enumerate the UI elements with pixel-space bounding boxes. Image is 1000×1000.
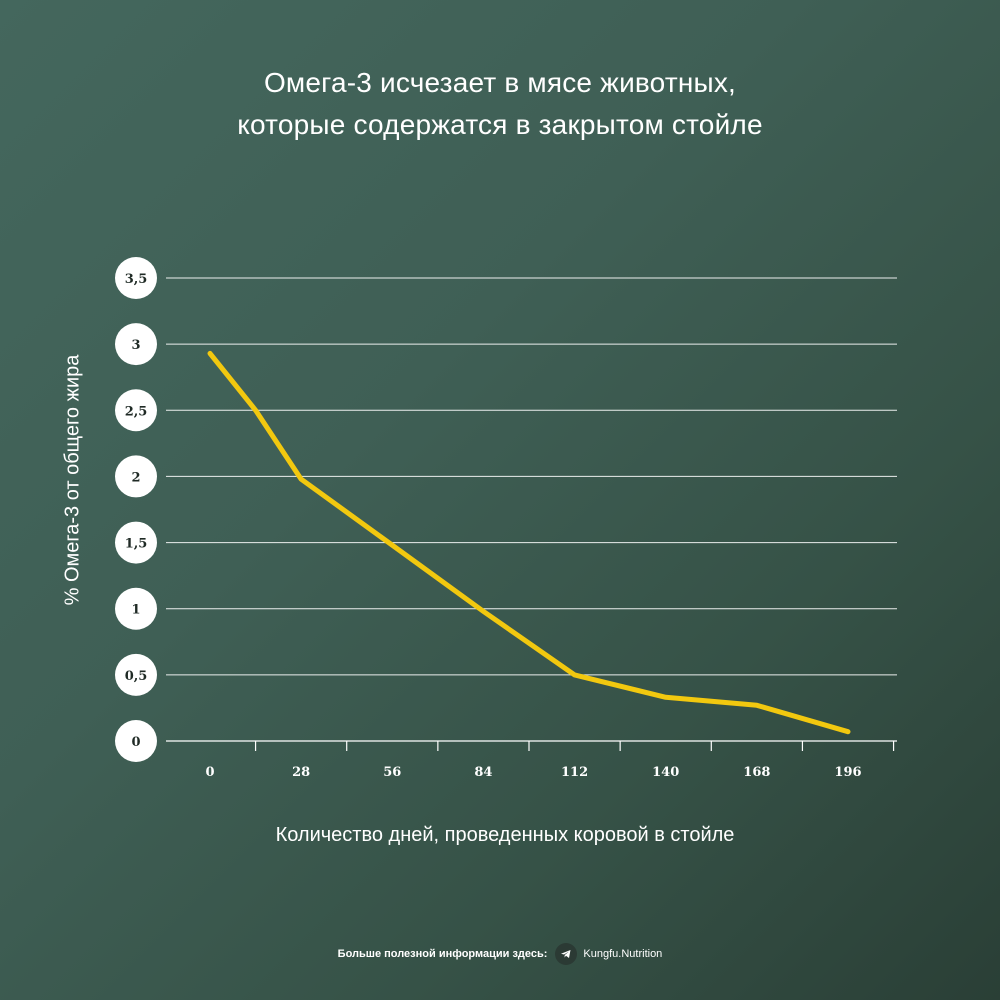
y-tick-circle <box>115 720 157 762</box>
x-tick-label: 168 <box>743 765 770 780</box>
x-axis-label: Количество дней, проведенных коровой в с… <box>275 824 735 846</box>
x-tick-label: 28 <box>292 765 310 780</box>
y-tick-circle <box>115 455 157 498</box>
x-tick-label: 112 <box>561 765 588 780</box>
y-tick-circle <box>115 653 157 696</box>
chart-title-line-2: которые содержатся в закрытом стойле <box>237 109 763 140</box>
y-tick: 0 <box>115 720 157 762</box>
x-tick-label: 0 <box>205 765 214 780</box>
series-layer <box>207 350 851 735</box>
x-tick-label: 140 <box>652 765 679 780</box>
footer: Больше полезной информации здесь: Kungfu… <box>0 942 1000 966</box>
y-axis-label: % Омега-3 от общего жира <box>61 354 84 606</box>
y-tick-circle <box>115 389 157 432</box>
y-tick-label: 3,5 <box>125 272 148 287</box>
y-tick: 2,5 <box>115 389 157 432</box>
y-tick-circle <box>115 587 157 630</box>
y-tick-circle <box>115 521 157 564</box>
x-tick-label: 84 <box>474 765 492 780</box>
y-tick-label: 1,5 <box>125 537 148 552</box>
y-tick: 1 <box>115 587 157 630</box>
y-tick-label: 2,5 <box>125 404 148 419</box>
y-tick-circle <box>115 257 157 299</box>
x-ticks: 0 28 56 84 112 140 168 196 <box>205 765 861 780</box>
series-line <box>207 350 851 735</box>
y-tick-circle <box>115 323 157 366</box>
y-tick-label: 1 <box>131 603 140 618</box>
grid-lines <box>166 277 897 676</box>
y-tick-label: 0 <box>131 735 140 750</box>
y-ticks: 0 0,5 1 1,5 2 2,5 3 3,5 <box>115 257 157 762</box>
footer-text: Больше полезной информации здесь: <box>337 948 548 960</box>
y-tick: 2 <box>115 455 157 498</box>
x-axis <box>166 740 897 751</box>
x-tick-label: 196 <box>834 765 861 780</box>
telegram-icon[interactable] <box>555 943 578 965</box>
y-tick: 3,5 <box>115 257 157 299</box>
y-tick: 0,5 <box>115 653 157 696</box>
y-tick: 1,5 <box>115 521 157 564</box>
chart-title-line-1: Омега-3 исчезает в мясе животных, <box>263 67 737 98</box>
y-tick-label: 3 <box>131 338 140 353</box>
footer-brand[interactable]: Kungfu.Nutrition <box>583 948 663 960</box>
chart-title: Омега-3 исчезает в мясе животных, которы… <box>0 62 1000 146</box>
y-tick-label: 2 <box>131 470 140 485</box>
y-tick-label: 0,5 <box>125 669 148 684</box>
x-tick-label: 56 <box>383 765 401 780</box>
y-tick: 3 <box>115 323 157 366</box>
